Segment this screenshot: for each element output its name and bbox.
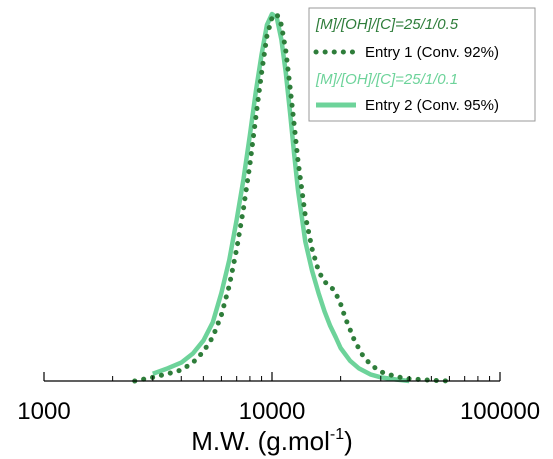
x-axis: 1000 10000 100000 (17, 372, 540, 425)
series-line-entry-1 (132, 11, 452, 384)
x-tick-label: 100000 (460, 398, 540, 425)
legend: [M]/[OH]/[C]=25/1/0.5 Entry 1 (Conv. 92%… (308, 7, 536, 122)
legend-frame (308, 7, 536, 122)
series-line-entry-2 (152, 11, 410, 384)
x-axis-title: M.W. (g.mol-1) (191, 426, 353, 456)
legend-heading-entry-1: [M]/[OH]/[C]=25/1/0.5 (315, 16, 459, 33)
legend-label-entry-2: Entry 2 (Conv. 95%) (365, 97, 499, 114)
plot-area (132, 11, 452, 384)
x-tick-label: 10000 (239, 398, 306, 425)
x-tick-label: 1000 (17, 398, 70, 425)
legend-heading-entry-2: [M]/[OH]/[C]=25/1/0.1 (315, 71, 458, 88)
legend-label-entry-1: Entry 1 (Conv. 92%) (365, 44, 499, 61)
